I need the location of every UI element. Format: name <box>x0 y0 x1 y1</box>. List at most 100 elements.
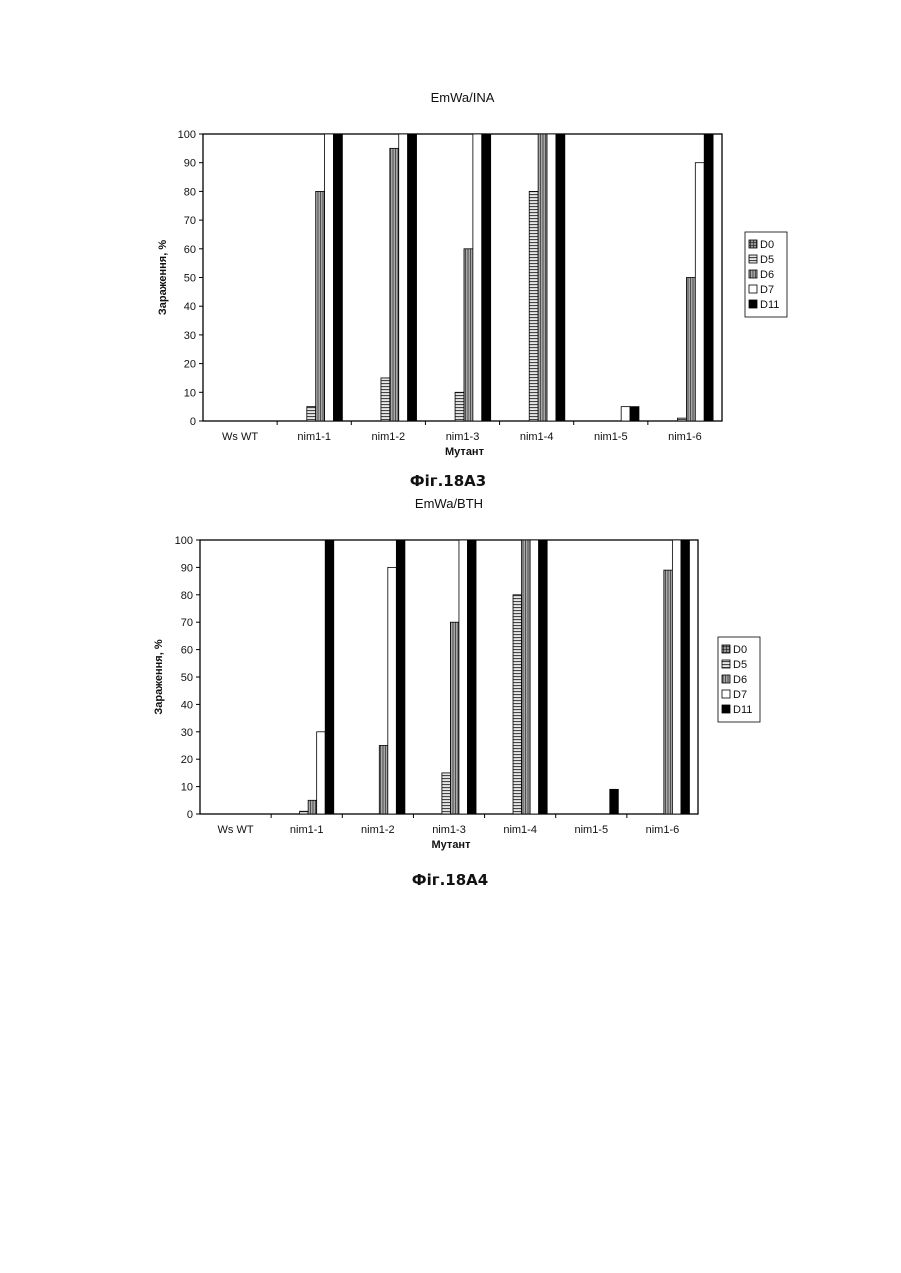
bar-d11-nim1-1 <box>333 134 342 421</box>
x-tick-label: Ws WT <box>222 431 258 443</box>
bar-d7-nim1-1 <box>325 134 334 421</box>
bar-d5-nim1-1 <box>300 811 309 814</box>
y-tick-label: 10 <box>184 387 196 399</box>
legend-label-d6: D6 <box>760 269 774 281</box>
x-tick-label: nim1-3 <box>446 431 480 443</box>
bar-d6-nim1-3 <box>464 249 473 421</box>
y-tick-label: 30 <box>184 330 196 342</box>
y-tick-label: 80 <box>181 590 193 602</box>
x-axis-label: Мутант <box>445 446 485 458</box>
bar-d7-nim1-2 <box>388 567 397 814</box>
legend-swatch-d11 <box>722 705 730 713</box>
legend-swatch-d0 <box>749 240 757 248</box>
legend-swatch-d6 <box>749 270 757 278</box>
bar-d5-nim1-3 <box>455 392 464 421</box>
bar-d11-nim1-4 <box>556 134 565 421</box>
legend: D0D5D6D7D11 <box>745 232 787 317</box>
bar-d11-nim1-6 <box>704 134 713 421</box>
x-tick-label: nim1-1 <box>290 824 324 836</box>
bar-d7-nim1-2 <box>399 134 408 421</box>
legend: D0 D5 D6 D7 D11 <box>718 637 760 722</box>
y-tick-label: 40 <box>181 699 193 711</box>
x-tick-label: nim1-4 <box>520 431 554 443</box>
bar-d6-nim1-1 <box>308 800 317 814</box>
bar-d5-nim1-4 <box>513 595 522 814</box>
y-tick-label: 20 <box>184 359 196 371</box>
y-tick-label: 70 <box>181 617 193 629</box>
x-tick-label: nim1-5 <box>594 431 628 443</box>
bar-d7-nim1-3 <box>459 540 468 814</box>
y-tick-label: 90 <box>184 158 196 170</box>
bar-d6-nim1-4 <box>538 134 547 421</box>
legend-swatch-d11 <box>749 300 757 308</box>
bar-d6-nim1-6 <box>686 278 695 422</box>
x-axis-label: Мутант <box>432 839 472 851</box>
x-tick-label: nim1-5 <box>574 824 608 836</box>
bar-d5-nim1-1 <box>307 407 316 421</box>
legend-swatch-d6 <box>722 675 730 683</box>
x-tick-label: nim1-6 <box>668 431 702 443</box>
y-tick-label: 20 <box>181 754 193 766</box>
figure-caption: Фіг.18А3 <box>410 472 486 490</box>
y-tick-label: 50 <box>181 672 193 684</box>
y-tick-label: 30 <box>181 727 193 739</box>
chart-emwa-bth: EmWa/BTH0102030405060708090100Зараження,… <box>0 490 901 910</box>
y-tick-label: 100 <box>175 535 193 547</box>
x-tick-label: nim1-4 <box>503 824 537 836</box>
y-tick-label: 50 <box>184 273 196 285</box>
x-tick-label: nim1-1 <box>297 431 331 443</box>
legend-swatch-d7 <box>749 285 757 293</box>
legend-swatch-d5 <box>749 255 757 263</box>
y-tick-label: 80 <box>184 186 196 198</box>
legend-label-d7: D7 <box>733 689 747 701</box>
bar-d7-nim1-3 <box>473 134 482 421</box>
y-tick-label: 90 <box>181 562 193 574</box>
bar-d11-nim1-6 <box>681 540 690 814</box>
x-tick-label: nim1-2 <box>372 431 406 443</box>
bar-d6-nim1-4 <box>522 540 531 814</box>
x-tick-label: nim1-2 <box>361 824 395 836</box>
y-tick-label: 40 <box>184 301 196 313</box>
legend-swatch-d0 <box>722 645 730 653</box>
chart-title: EmWa/INA <box>431 90 495 105</box>
bar-d11-nim1-3 <box>467 540 476 814</box>
bar-d6-nim1-2 <box>379 746 388 815</box>
y-tick-label: 60 <box>181 645 193 657</box>
bar-d11-nim1-4 <box>539 540 548 814</box>
bar-d6-nim1-2 <box>390 148 399 421</box>
bar-d7-nim1-4 <box>547 134 556 421</box>
legend-label-d6: D6 <box>733 674 747 686</box>
x-tick-label: Ws WT <box>218 824 254 836</box>
y-axis-label: Зараження, % <box>157 240 169 315</box>
legend-label-d11: D11 <box>733 704 752 716</box>
y-tick-label: 60 <box>184 244 196 256</box>
bar-d11-nim1-2 <box>396 540 405 814</box>
legend-label-d11: D11 <box>760 299 779 311</box>
bar-d5-nim1-2 <box>381 378 390 421</box>
bar-d11-nim1-2 <box>408 134 417 421</box>
y-tick-label: 0 <box>187 809 193 821</box>
legend-label-d0: D0 <box>760 239 774 251</box>
bar-d7-nim1-1 <box>317 732 326 814</box>
bar-d5-nim1-6 <box>678 418 687 421</box>
bar-d7-nim1-5 <box>621 407 630 421</box>
legend-label-d5: D5 <box>760 254 774 266</box>
x-tick-label: nim1-3 <box>432 824 466 836</box>
bar-d7-nim1-6 <box>672 540 681 814</box>
y-tick-label: 100 <box>178 129 196 141</box>
legend-label-d5: D5 <box>733 659 747 671</box>
y-tick-label: 0 <box>190 416 196 428</box>
y-tick-label: 10 <box>181 782 193 794</box>
y-tick-label: 70 <box>184 215 196 227</box>
legend-label-d0: D0 <box>733 644 747 656</box>
x-tick-label: nim1-6 <box>646 824 680 836</box>
figure-caption: Фіг.18А4 <box>412 871 488 889</box>
bar-d6-nim1-6 <box>664 570 673 814</box>
bar-d11-nim1-5 <box>610 789 619 814</box>
legend-swatch-d7 <box>722 690 730 698</box>
bar-d7-nim1-6 <box>695 163 704 421</box>
legend-swatch-d5 <box>722 660 730 668</box>
bar-d6-nim1-1 <box>316 191 325 421</box>
bar-d11-nim1-3 <box>482 134 491 421</box>
chart-title: EmWa/BTH <box>415 496 483 511</box>
